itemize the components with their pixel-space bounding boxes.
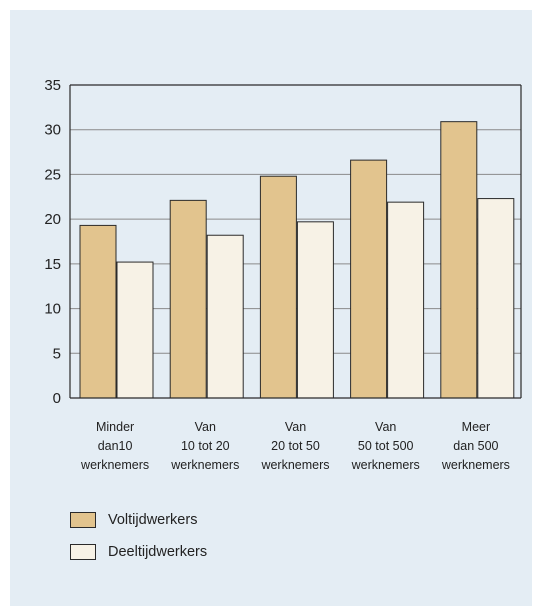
y-tick-label: 0 xyxy=(53,390,61,407)
bar xyxy=(79,224,117,399)
category-label: Van 10 tot 20 werknemers xyxy=(170,420,239,472)
y-tick-label: 25 xyxy=(44,166,61,183)
bar xyxy=(169,199,207,399)
y-tick-label: 10 xyxy=(44,301,61,318)
category-label: Minder dan10 werknemers xyxy=(80,420,149,472)
bar xyxy=(477,198,515,399)
category-label: Van 50 tot 500 werknemers xyxy=(351,420,420,472)
bar xyxy=(259,175,297,399)
bar xyxy=(440,121,478,399)
y-tick-label: 15 xyxy=(44,256,61,273)
y-tick-label: 5 xyxy=(53,345,61,362)
legend-item-deeltijdwerkers: Deeltijdwerkers xyxy=(70,542,207,562)
y-tick-label: 35 xyxy=(44,77,61,94)
category-label: Meer dan 500 werknemers xyxy=(441,420,510,472)
y-tick-label: 30 xyxy=(44,122,61,139)
legend-swatch-voltijdwerkers xyxy=(70,512,96,528)
legend-swatch-deeltijdwerkers xyxy=(70,544,96,560)
bar xyxy=(206,234,244,399)
legend-label-voltijdwerkers: Voltijdwerkers xyxy=(108,512,198,528)
y-tick-label: 20 xyxy=(44,211,61,228)
bar xyxy=(387,201,425,399)
bar-chart: 0 5 10 15 20 25 30 35 Minder dan10 werknemers Van 10… xyxy=(44,77,522,472)
legend-item-voltijdwerkers: Voltijdwerkers xyxy=(70,510,197,530)
bar xyxy=(296,221,334,399)
legend-label-deeltijdwerkers: Deeltijdwerkers xyxy=(108,544,208,560)
bar xyxy=(350,159,388,399)
bar xyxy=(116,261,154,399)
category-label: Van 20 tot 50 werknemers xyxy=(260,420,329,472)
chart-panel: 0 5 10 15 20 25 30 35 Minder dan10 werknemers Van 10… xyxy=(10,10,532,606)
